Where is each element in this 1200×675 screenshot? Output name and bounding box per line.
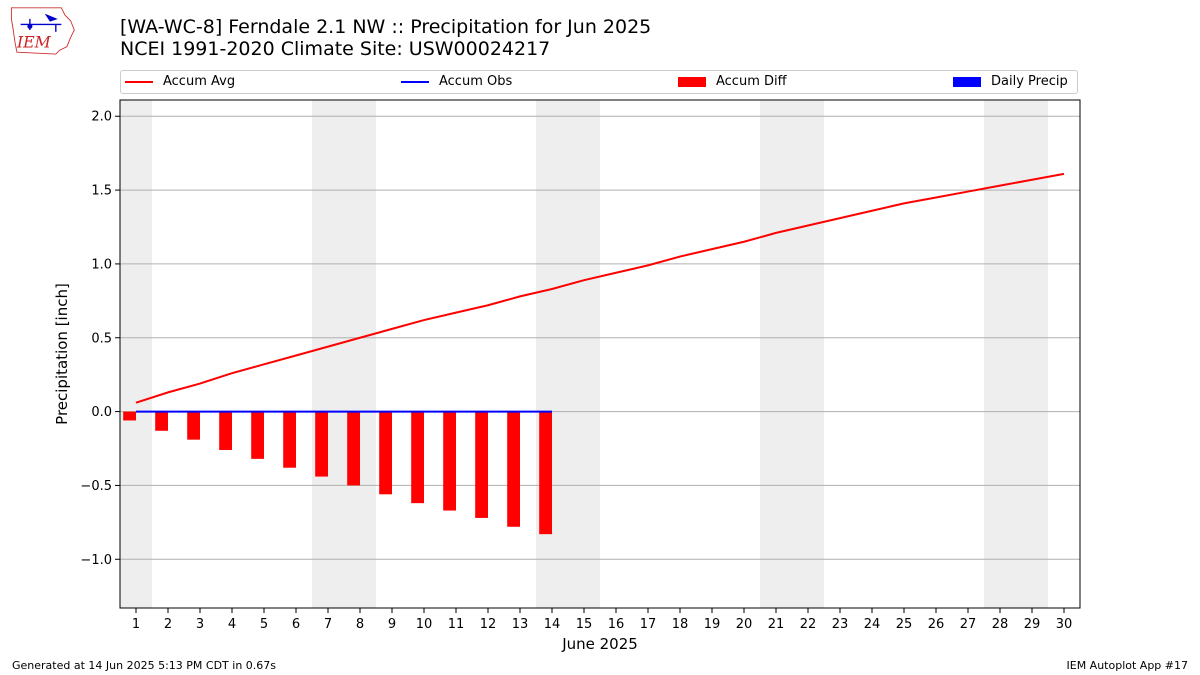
- x-tick-label: 9: [388, 617, 396, 632]
- x-tick-label: 25: [896, 617, 913, 632]
- accum-diff-bar: [283, 411, 296, 468]
- logo-text: IEM: [16, 33, 52, 52]
- legend-swatch-daily-precip: [953, 76, 981, 87]
- series-lines: [135, 172, 1065, 413]
- y-tick-label: 1.0: [91, 257, 112, 272]
- chart-title-line1: [WA-WC-8] Ferndale 2.1 NW :: Precipitati…: [120, 16, 652, 38]
- legend-label-accum-obs: Accum Obs: [439, 74, 513, 89]
- legend-label-daily-precip: Daily Precip: [991, 74, 1068, 89]
- accum-diff-bar: [379, 411, 392, 495]
- accum-diff-bar: [443, 411, 456, 511]
- accum-diff-bar: [123, 411, 136, 421]
- y-axis-ticks: −1.0 −0.5 0.0 0.5 1.0 1.5 2.0: [80, 110, 120, 568]
- y-tick-label: 1.5: [91, 184, 112, 199]
- weekend-band: [120, 100, 152, 608]
- x-tick-label: 17: [640, 617, 657, 632]
- legend-swatch-accum-avg: [125, 80, 153, 83]
- accum-diff-bar: [347, 411, 360, 486]
- weekend-band: [984, 100, 1048, 608]
- weekend-band: [536, 100, 600, 608]
- y-tick-label: 2.0: [91, 110, 112, 125]
- chart-title: [WA-WC-8] Ferndale 2.1 NW :: Precipitati…: [120, 16, 651, 60]
- x-axis-label: June 2025: [561, 635, 638, 653]
- chart-legend: Accum Avg Accum Obs Accum Diff Daily Pre…: [120, 70, 1078, 94]
- legend-swatch-accum-obs: [401, 80, 429, 83]
- generated-note: Generated at 14 Jun 2025 5:13 PM CDT in …: [12, 659, 277, 672]
- x-tick-label: 20: [736, 617, 753, 632]
- x-tick-label: 29: [1024, 617, 1041, 632]
- x-tick-label: 8: [356, 617, 364, 632]
- x-tick-label: 27: [960, 617, 977, 632]
- weekend-shading: [120, 100, 1048, 608]
- accum-diff-bar: [475, 411, 488, 518]
- x-tick-label: 23: [832, 617, 849, 632]
- accum-avg-line: [135, 172, 1065, 404]
- accum-diff-bar: [411, 411, 424, 504]
- legend-item-accum-avg: Accum Avg: [125, 74, 235, 90]
- x-tick-label: 22: [800, 617, 817, 632]
- x-tick-label: 19: [704, 617, 721, 632]
- plot-frame: [119, 99, 1081, 609]
- app-note: IEM Autoplot App #17: [1066, 659, 1189, 672]
- legend-label-accum-avg: Accum Avg: [163, 74, 236, 89]
- y-tick-label: −0.5: [80, 479, 112, 494]
- accum-diff-bar: [315, 411, 328, 477]
- accum-diff-bar: [507, 411, 520, 527]
- x-tick-label: 26: [928, 617, 945, 632]
- y-tick-label: 0.0: [91, 405, 112, 420]
- y-tick-label: 0.5: [91, 331, 112, 346]
- x-tick-label: 15: [576, 617, 593, 632]
- weekend-band: [312, 100, 376, 608]
- x-tick-label: 28: [992, 617, 1009, 632]
- y-axis-label: Precipitation [inch]: [53, 283, 71, 425]
- weekend-band: [760, 100, 824, 608]
- x-tick-label: 3: [196, 617, 204, 632]
- accum-diff-bar: [155, 411, 168, 431]
- x-tick-label: 30: [1056, 617, 1073, 632]
- x-tick-label: 10: [416, 617, 433, 632]
- accum-diff-bar: [219, 411, 232, 450]
- accum-diff-bars: [123, 411, 552, 535]
- accum-diff-bar: [539, 411, 552, 535]
- x-tick-label: 1: [132, 617, 140, 632]
- legend-item-accum-diff: Accum Diff: [678, 74, 787, 90]
- y-gridlines: [120, 115, 1080, 560]
- x-tick-label: 24: [864, 617, 881, 632]
- x-tick-label: 18: [672, 617, 689, 632]
- legend-item-daily-precip: Daily Precip: [953, 74, 1068, 90]
- x-tick-label: 13: [512, 617, 529, 632]
- x-tick-label: 11: [448, 617, 465, 632]
- chart-title-line2: NCEI 1991-2020 Climate Site: USW00024217: [120, 38, 551, 60]
- x-tick-label: 21: [768, 617, 785, 632]
- x-tick-label: 5: [260, 617, 268, 632]
- legend-item-accum-obs: Accum Obs: [401, 74, 512, 90]
- legend-swatch-accum-diff: [678, 76, 706, 87]
- x-tick-label: 7: [324, 617, 332, 632]
- x-axis-ticks: 1 2 3 4 5 6 7 8 9 10 11 12 13 14 15 16 17 18 19 20 21 22 23 24 2…: [132, 608, 1072, 632]
- x-tick-label: 12: [480, 617, 497, 632]
- x-tick-label: 6: [292, 617, 300, 632]
- x-tick-label: 4: [228, 617, 236, 632]
- legend-label-accum-diff: Accum Diff: [716, 74, 787, 89]
- x-tick-label: 2: [164, 617, 172, 632]
- y-tick-label: −1.0: [80, 553, 112, 568]
- accum-diff-bar: [187, 411, 200, 440]
- x-tick-label: 16: [608, 617, 625, 632]
- accum-diff-bar: [251, 411, 264, 459]
- x-tick-label: 14: [544, 617, 561, 632]
- iem-logo: IEM: [10, 7, 75, 55]
